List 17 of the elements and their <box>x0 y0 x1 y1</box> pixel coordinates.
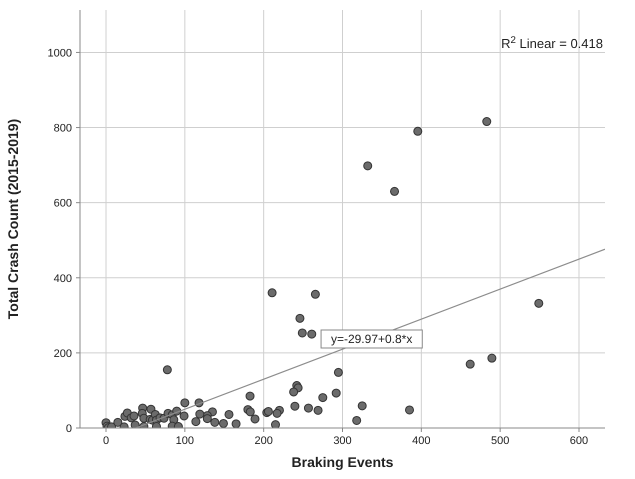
x-tick-label: 200 <box>254 435 273 447</box>
y-tick-label: 200 <box>54 348 72 360</box>
x-tick-label: 100 <box>176 435 194 447</box>
x-tick-label: 500 <box>490 435 510 447</box>
y-tick-label: 1000 <box>48 47 72 60</box>
y-tick-label: 600 <box>54 198 72 210</box>
y-tick-label: 0 <box>66 423 72 435</box>
x-tick-label: 300 <box>333 435 352 447</box>
x-tick-label: 600 <box>570 435 588 447</box>
y-tick-label: 800 <box>54 122 72 135</box>
x-tick-label: 0 <box>102 435 110 447</box>
y-axis-title: Total Crash Count (2015-2019) <box>5 118 21 320</box>
annotation: y=-29.97+0.8*x <box>330 332 412 346</box>
y-tick-label: 400 <box>54 272 72 285</box>
annotation: R$^{2}$ Linear = 0.418 <box>501 34 603 51</box>
x-axis-title: Braking Events <box>292 454 394 470</box>
x-tick-label: 400 <box>412 435 431 447</box>
